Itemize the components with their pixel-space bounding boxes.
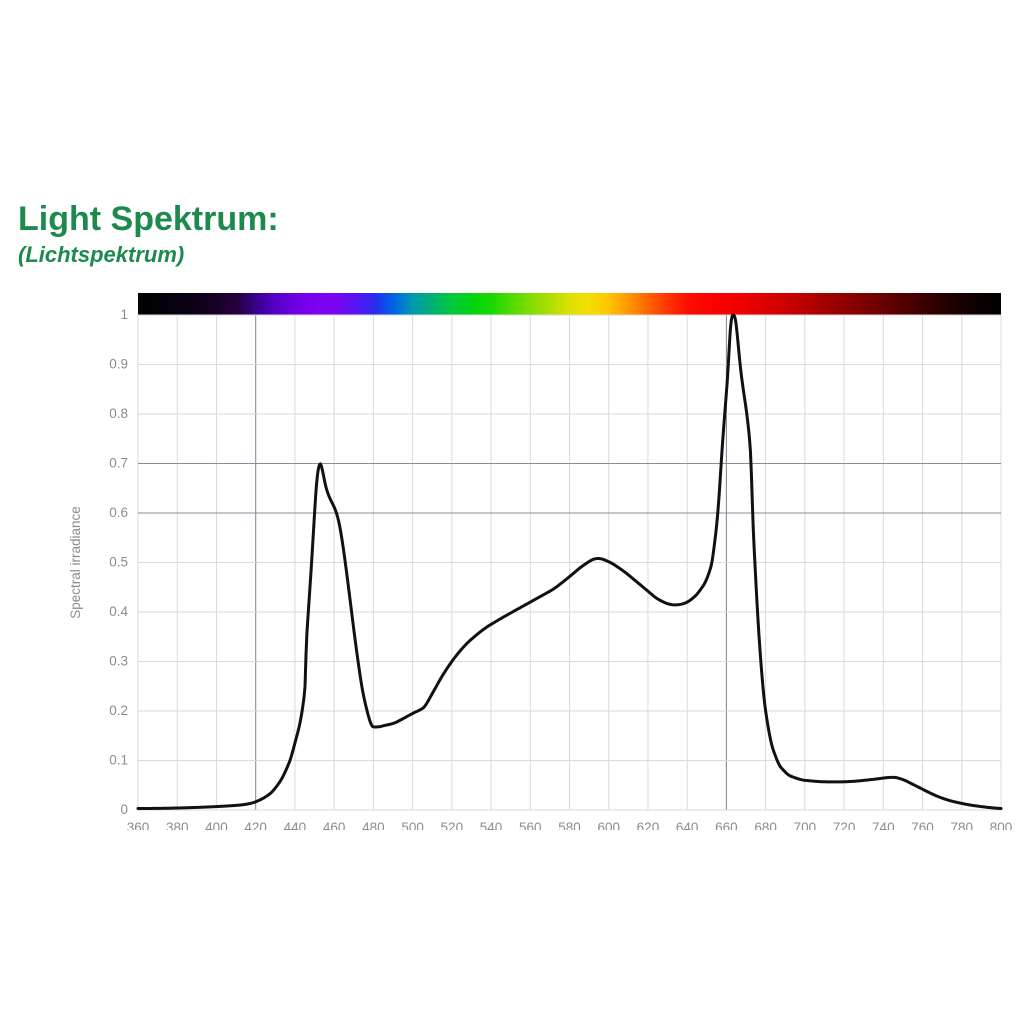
svg-text:0.9: 0.9	[109, 357, 128, 372]
svg-text:0.2: 0.2	[109, 703, 128, 718]
svg-text:620: 620	[637, 820, 660, 830]
svg-text:0: 0	[120, 802, 128, 817]
svg-text:500: 500	[401, 820, 424, 830]
svg-text:460: 460	[323, 820, 346, 830]
svg-text:0.7: 0.7	[109, 456, 128, 471]
svg-text:0.4: 0.4	[109, 604, 128, 619]
svg-text:0.3: 0.3	[109, 654, 128, 669]
svg-text:360: 360	[127, 820, 150, 830]
svg-text:680: 680	[754, 820, 777, 830]
svg-text:Spectral irradiance: Spectral irradiance	[68, 506, 83, 619]
svg-text:740: 740	[872, 820, 895, 830]
svg-text:520: 520	[441, 820, 464, 830]
svg-text:560: 560	[519, 820, 542, 830]
svg-text:380: 380	[166, 820, 189, 830]
svg-text:540: 540	[480, 820, 503, 830]
svg-text:0.8: 0.8	[109, 406, 128, 421]
svg-text:760: 760	[911, 820, 934, 830]
svg-text:600: 600	[597, 820, 620, 830]
svg-text:0.5: 0.5	[109, 555, 128, 570]
svg-text:580: 580	[558, 820, 581, 830]
svg-text:780: 780	[951, 820, 974, 830]
svg-text:0.1: 0.1	[109, 753, 128, 768]
svg-text:400: 400	[205, 820, 228, 830]
svg-text:420: 420	[244, 820, 267, 830]
svg-text:660: 660	[715, 820, 738, 830]
svg-text:720: 720	[833, 820, 856, 830]
svg-text:480: 480	[362, 820, 385, 830]
svg-text:440: 440	[284, 820, 307, 830]
svg-text:640: 640	[676, 820, 699, 830]
svg-text:1: 1	[120, 307, 128, 322]
svg-text:0.6: 0.6	[109, 505, 128, 520]
svg-text:700: 700	[794, 820, 817, 830]
svg-text:800: 800	[990, 820, 1013, 830]
